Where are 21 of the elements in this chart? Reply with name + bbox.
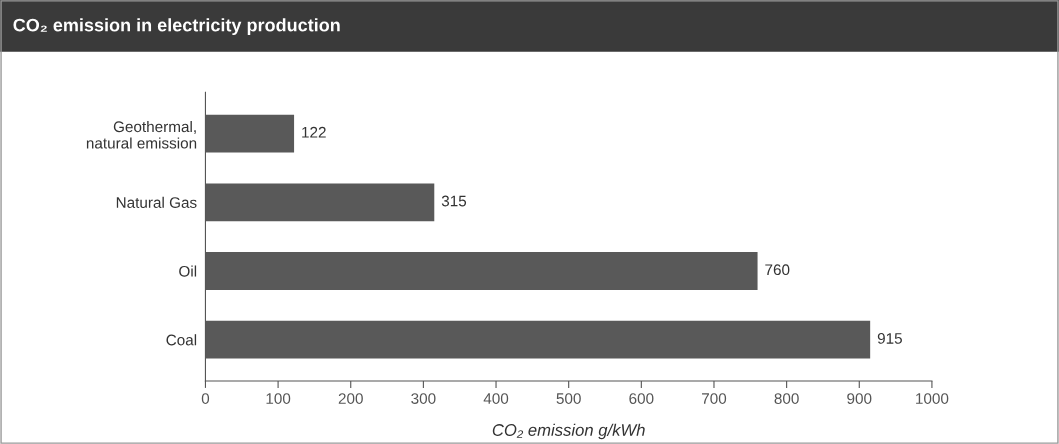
data-label: 122 xyxy=(302,126,326,138)
x-tick-label: 800 xyxy=(774,393,799,404)
data-label: 315 xyxy=(441,195,467,207)
x-tick-label: 0 xyxy=(201,393,210,404)
x-tick-label: 600 xyxy=(629,393,654,404)
x-axis-title: CO₂ emission g/kWh xyxy=(492,423,645,440)
x-tick-label: 900 xyxy=(847,393,872,404)
x-tick-label: 300 xyxy=(411,393,436,404)
x-tick-label: 1000 xyxy=(916,393,949,404)
data-label: 760 xyxy=(765,264,790,276)
y-tick-label: Oil xyxy=(179,265,197,277)
x-tick-label: 400 xyxy=(483,393,509,404)
x-tick-label: 100 xyxy=(266,393,291,404)
y-tick-label: Natural Gas xyxy=(116,196,197,208)
chart-title: CO₂ emission in electricity production xyxy=(13,18,340,36)
x-tick-label: 200 xyxy=(338,393,363,404)
x-tick-label: 500 xyxy=(556,393,581,404)
y-tick-label: Geothermal, natural emission xyxy=(86,120,197,149)
data-label: 915 xyxy=(877,333,902,344)
y-tick-label: Coal xyxy=(166,334,197,346)
x-tick-label: 700 xyxy=(702,393,727,404)
